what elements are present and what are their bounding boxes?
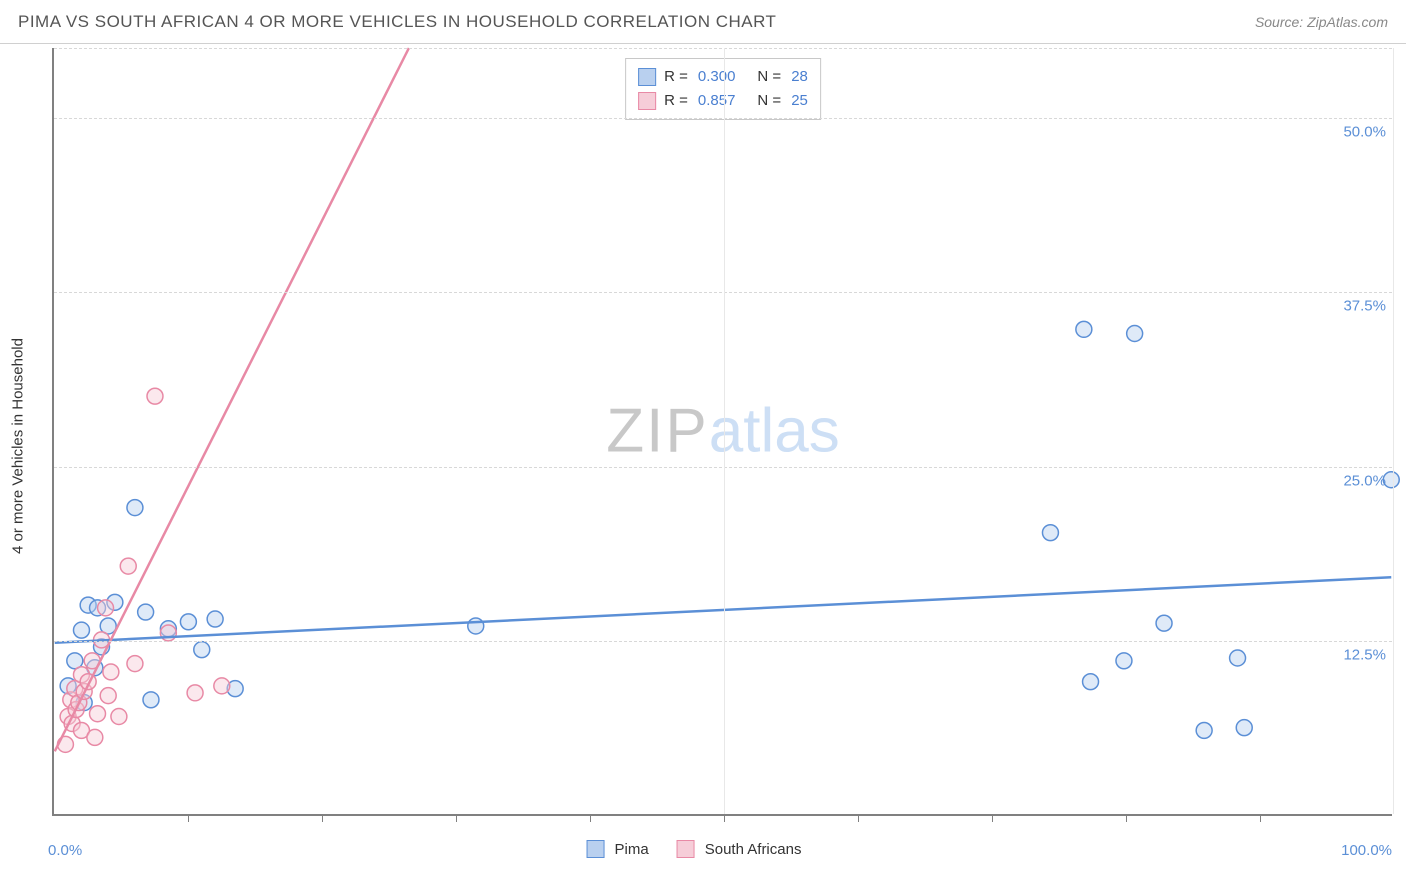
x-tick [456,814,457,822]
scatter-point [1076,321,1092,337]
scatter-point [138,604,154,620]
gridline-h [54,118,1392,119]
legend-swatch [587,840,605,858]
n-value: 25 [791,89,808,113]
chart-header: PIMA VS SOUTH AFRICAN 4 OR MORE VEHICLES… [0,0,1406,44]
scatter-point [1083,674,1099,690]
scatter-point [143,692,159,708]
x-min-label: 0.0% [48,842,82,859]
n-label: N = [757,89,781,113]
x-tick [590,814,591,822]
source-label: Source: ZipAtlas.com [1255,14,1388,30]
y-tick-label: 50.0% [1343,123,1386,140]
legend-label: South Africans [705,841,802,858]
r-value: 0.857 [698,89,736,113]
r-value: 0.300 [698,65,736,89]
trend-line [55,48,409,751]
gridline-h [54,467,1392,468]
trend-line [55,577,1392,642]
scatter-point [90,706,106,722]
scatter-point [127,656,143,672]
scatter-point [103,664,119,680]
x-tick [1260,814,1261,822]
scatter-point [194,642,210,658]
gridline-h-top [54,48,1392,49]
scatter-point [127,500,143,516]
scatter-point [98,600,114,616]
scatter-point [1236,720,1252,736]
scatter-point [1116,653,1132,669]
scatter-point [147,388,163,404]
scatter-point [73,622,89,638]
r-label: R = [664,65,688,89]
correlation-legend: R = 0.300 N = 28 R = 0.857 N = 25 [625,58,821,120]
x-tick [724,814,725,822]
x-tick [188,814,189,822]
x-tick [992,814,993,822]
gridline-v-right [1393,48,1394,814]
n-value: 28 [791,65,808,89]
legend-swatch [638,68,656,86]
scatter-point [120,558,136,574]
r-label: R = [664,89,688,113]
scatter-point [1230,650,1246,666]
x-tick [1126,814,1127,822]
gridline-h [54,292,1392,293]
x-tick [858,814,859,822]
legend-label: Pima [615,841,649,858]
y-tick-label: 12.5% [1343,647,1386,664]
scatter-point [111,709,127,725]
scatter-point [207,611,223,627]
scatter-point [1127,326,1143,342]
series-legend: Pima South Africans [587,840,820,858]
scatter-point [187,685,203,701]
gridline-v [724,48,725,814]
scatter-point [1156,615,1172,631]
scatter-point [214,678,230,694]
legend-swatch [638,92,656,110]
chart-container: PIMA VS SOUTH AFRICAN 4 OR MORE VEHICLES… [0,0,1406,892]
scatter-point [1042,525,1058,541]
scatter-point [180,614,196,630]
scatter-point [468,618,484,634]
legend-swatch [677,840,695,858]
gridline-h [54,641,1392,642]
scatter-point [1196,722,1212,738]
plot-svg [54,48,1392,814]
legend-row: R = 0.300 N = 28 [638,65,808,89]
x-max-label: 100.0% [1341,842,1392,859]
scatter-point [100,688,116,704]
legend-row: R = 0.857 N = 25 [638,89,808,113]
y-axis-label: 4 or more Vehicles in Household [10,338,27,554]
plot-region: ZIPatlas R =0.300N =28R =0.857N =25 12.5… [52,48,1392,816]
scatter-point [87,729,103,745]
n-label: N = [757,65,781,89]
chart-title: PIMA VS SOUTH AFRICAN 4 OR MORE VEHICLES… [18,12,776,32]
y-tick-label: 25.0% [1343,472,1386,489]
x-tick [322,814,323,822]
y-tick-label: 37.5% [1343,298,1386,315]
